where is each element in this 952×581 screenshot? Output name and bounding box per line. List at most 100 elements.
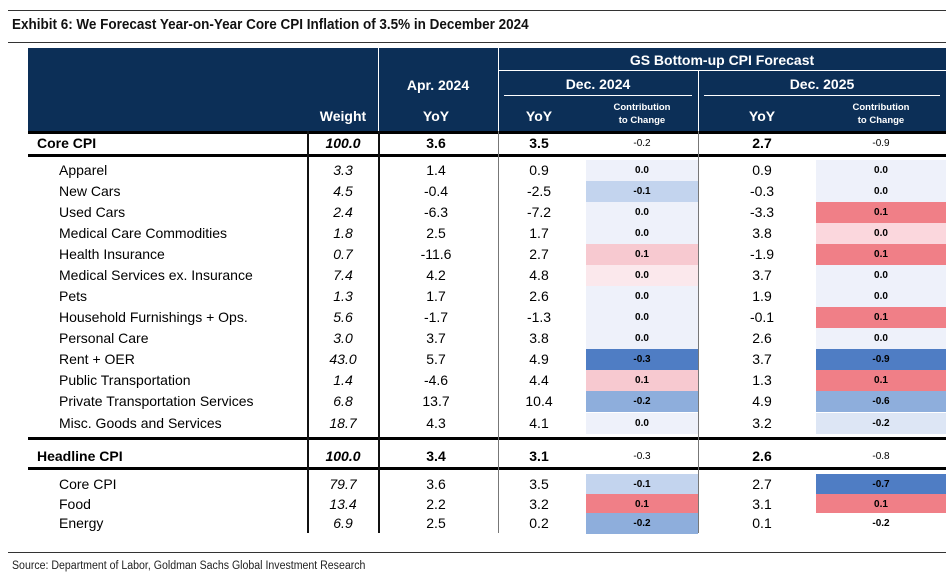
apr-yoy-cell: 3.7 — [426, 330, 446, 346]
divider-label-weight — [307, 131, 309, 533]
rule-below-core — [28, 154, 946, 157]
dec25-yoy-cell: 2.6 — [752, 448, 772, 464]
dec25-yoy-header: YoY — [748, 108, 776, 124]
dec24-contrib-cell: -0.2 — [586, 513, 698, 534]
table-row-summary: Headline CPI 100.0 3.4 3.1 -0.3 2.6 -0.8 — [28, 446, 946, 467]
apr-yoy-cell: -11.6 — [420, 246, 452, 262]
dec24-contrib-cell: 0.1 — [586, 370, 698, 391]
apr-yoy-cell: 1.7 — [426, 288, 446, 304]
row-label: Rent + OER — [59, 351, 135, 367]
weight-cell: 4.5 — [333, 183, 353, 199]
dec24-contrib-cell: 0.0 — [586, 265, 698, 286]
table-row: Pets 1.3 1.7 2.6 0.0 1.9 0.0 — [28, 286, 946, 307]
dec25-contrib-cell: 0.0 — [816, 286, 946, 307]
table-row: Apparel 3.3 1.4 0.9 0.0 0.9 0.0 — [28, 160, 946, 181]
row-label: New Cars — [59, 183, 121, 199]
dec25-contrib-cell: 0.1 — [816, 244, 946, 265]
weight-cell: 1.3 — [333, 288, 353, 304]
dec24-yoy-cell: 3.2 — [529, 496, 549, 512]
dec24-contrib-cell: 0.1 — [586, 494, 698, 515]
dec24-yoy-header: YoY — [525, 108, 553, 124]
dec25-yoy-cell: 0.1 — [752, 515, 772, 531]
apr-title: Apr. 2024 — [406, 77, 470, 93]
dec24-contrib-cell: -0.3 — [586, 446, 698, 467]
dec24-yoy-cell: 3.8 — [529, 330, 549, 346]
row-label: Food — [59, 496, 91, 512]
apr-yoy-cell: -1.7 — [423, 309, 449, 325]
dec24-yoy-cell: 4.8 — [529, 267, 549, 283]
dec24-yoy-cell: 10.4 — [525, 393, 553, 409]
weight-header: Weight — [319, 108, 367, 124]
row-label: Private Transportation Services — [59, 393, 254, 409]
apr-yoy-cell: 3.6 — [426, 135, 446, 151]
table-row: Medical Services ex. Insurance 7.4 4.2 4.8 0… — [28, 265, 946, 286]
dec24-contrib-cell: 0.0 — [586, 160, 698, 181]
dec24-title: Dec. 2024 — [565, 76, 631, 92]
group-title: GS Bottom-up CPI Forecast — [629, 52, 815, 68]
dec24-contrib-cell: 0.1 — [586, 244, 698, 265]
dec24-contrib-cell: 0.0 — [586, 202, 698, 223]
header-divider-2 — [498, 48, 499, 131]
dec24-yoy-cell: 2.7 — [529, 246, 549, 262]
row-label: Personal Care — [59, 330, 149, 346]
weight-cell: 3.0 — [333, 330, 353, 346]
weight-cell: 6.9 — [333, 515, 353, 531]
dec25-yoy-cell: 1.3 — [752, 372, 772, 388]
dec25-yoy-cell: 3.1 — [752, 496, 772, 512]
dec25-yoy-cell: 2.7 — [752, 135, 772, 151]
dec24-yoy-cell: -1.3 — [526, 309, 552, 325]
weight-cell: 18.7 — [329, 415, 357, 431]
apr-yoy-cell: -0.4 — [423, 183, 449, 199]
dec24-contrib-cell: -0.3 — [586, 349, 698, 370]
title-rule — [8, 42, 946, 43]
dec24-yoy-cell: 3.5 — [529, 135, 549, 151]
row-label: Core CPI — [37, 135, 97, 151]
row-label: Energy — [59, 515, 104, 531]
table-row-summary: Core CPI 100.0 3.6 3.5 -0.2 2.7 -0.9 — [28, 133, 946, 154]
table-row: Health Insurance 0.7 -11.6 2.7 0.1 -1.9 0.1 — [28, 244, 946, 265]
row-label: Used Cars — [59, 204, 126, 220]
table-row: New Cars 4.5 -0.4 -2.5 -0.1 -0.3 0.0 — [28, 181, 946, 202]
table-row: Food 13.4 2.2 3.2 0.1 3.1 0.1 — [28, 494, 946, 515]
dec24-contrib-cell: 0.0 — [586, 286, 698, 307]
dec25-contrib-cell: 0.1 — [816, 202, 946, 223]
divider-dec24-dec25 — [698, 131, 699, 533]
table-row: Personal Care 3.0 3.7 3.8 0.0 2.6 0.0 — [28, 328, 946, 349]
dec25-yoy-cell: -0.3 — [749, 183, 775, 199]
dec24-yoy-cell: 4.9 — [529, 351, 549, 367]
weight-cell: 43.0 — [329, 351, 357, 367]
dec25-contrib-cell: 0.1 — [816, 370, 946, 391]
dec25-contrib-cell: 0.0 — [816, 181, 946, 202]
dec24-contrib-cell: -0.1 — [586, 181, 698, 202]
dec24-contrib-cell: 0.0 — [586, 413, 698, 434]
weight-cell: 7.4 — [333, 267, 353, 283]
apr-yoy-cell: 2.2 — [426, 496, 446, 512]
header-divider-1 — [378, 48, 379, 131]
weight-cell: 6.8 — [333, 393, 353, 409]
dec25-yoy-cell: 0.9 — [752, 162, 772, 178]
row-label: Misc. Goods and Services — [59, 415, 222, 431]
dec24-contrib-cell: 0.0 — [586, 328, 698, 349]
dec24-contrib-header-line1: Contribution — [613, 102, 671, 113]
source-note: Source: Department of Labor, Goldman Sac… — [12, 560, 366, 572]
dec24-yoy-cell: 0.2 — [529, 515, 549, 531]
apr-yoy-cell: 3.6 — [426, 476, 446, 492]
dec25-yoy-cell: 3.2 — [752, 415, 772, 431]
rule-above-headline — [28, 437, 946, 440]
dec25-yoy-cell: 2.7 — [752, 476, 772, 492]
row-label: Headline CPI — [37, 448, 123, 464]
bottom-rule — [8, 552, 946, 553]
dec25-contrib-cell: -0.2 — [816, 413, 946, 434]
dec25-yoy-cell: -0.1 — [749, 309, 775, 325]
divider-apr-dec24 — [498, 131, 499, 533]
row-label: Medical Care Commodities — [59, 225, 228, 241]
apr-yoy-cell: -6.3 — [423, 204, 449, 220]
dec25-yoy-cell: -1.9 — [749, 246, 775, 262]
table-header: GS Bottom-up CPI Forecast Apr. 2024 Dec.… — [28, 48, 946, 131]
weight-cell: 5.6 — [333, 309, 353, 325]
dec24-contrib-cell: 0.0 — [586, 307, 698, 328]
table-row: Household Furnishings + Ops. 5.6 -1.7 -1.3 0… — [28, 307, 946, 328]
weight-cell: 3.3 — [333, 162, 353, 178]
top-rule — [8, 10, 946, 11]
row-label: Household Furnishings + Ops. — [59, 309, 248, 325]
